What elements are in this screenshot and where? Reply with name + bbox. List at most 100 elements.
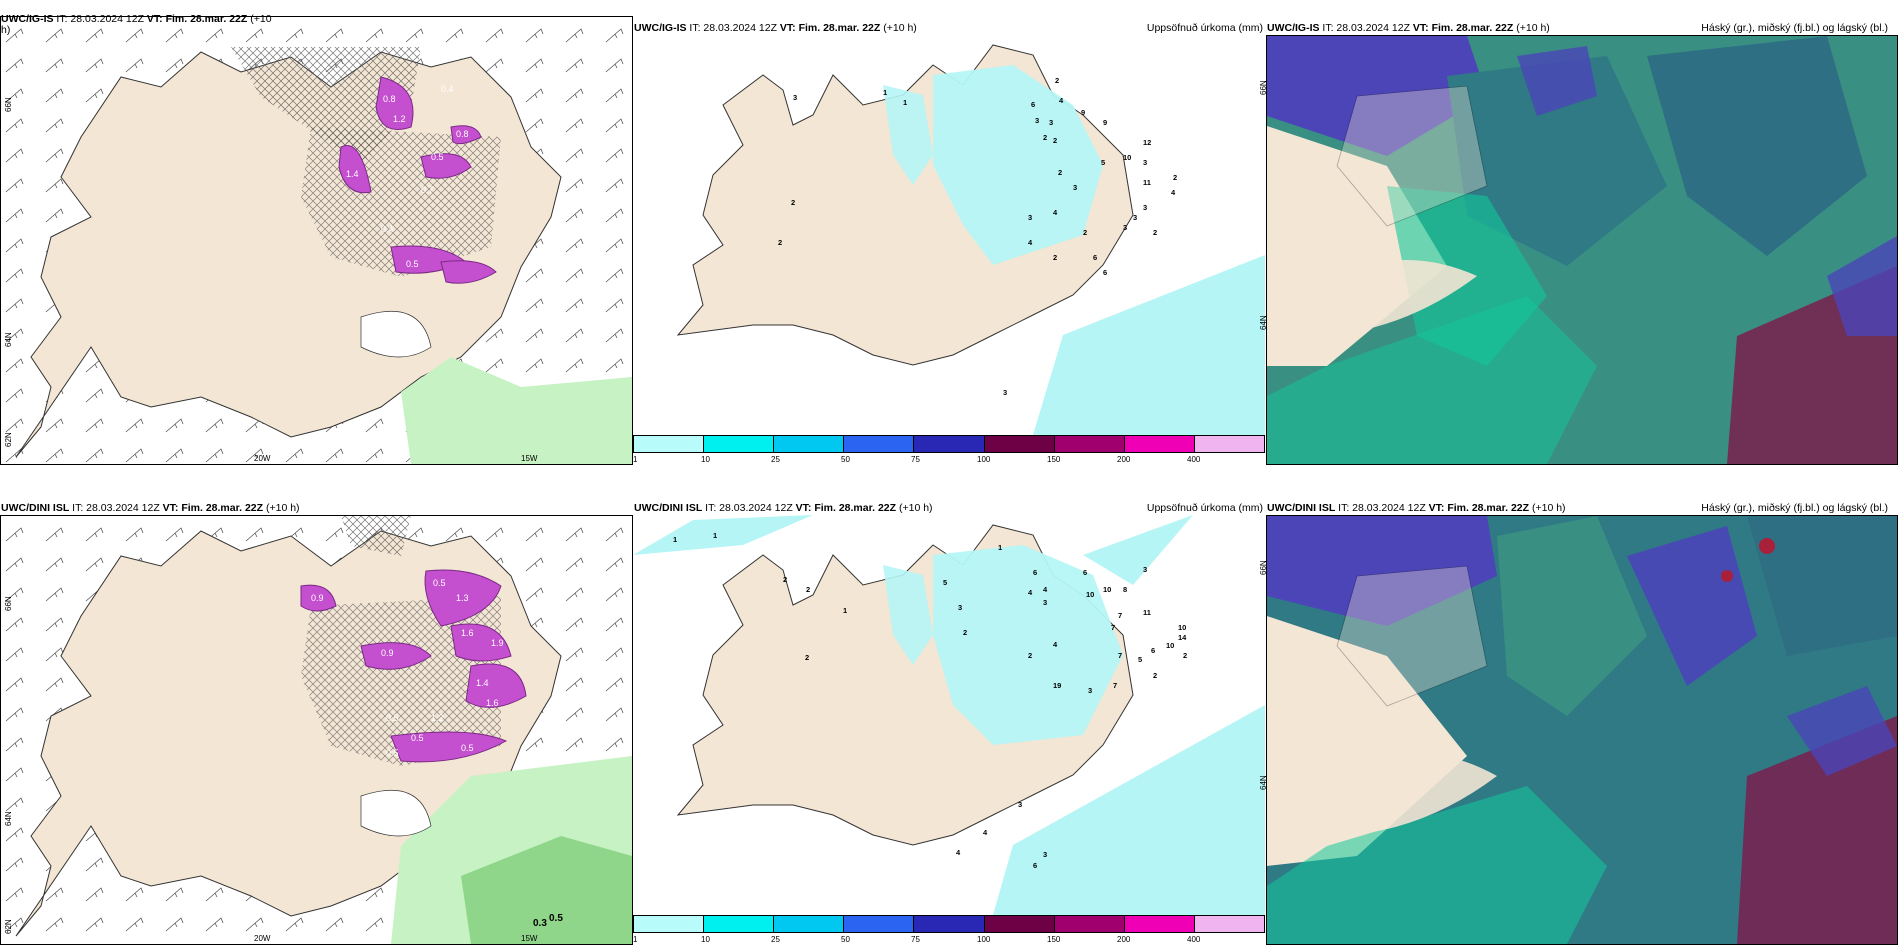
wind-map: 0.8 1.2 0.5 0.4 1.4 0.5 0.7 0.8 0.4 66N … bbox=[0, 16, 633, 465]
colorbar-swatch bbox=[1194, 436, 1264, 452]
purple-value: 0.8 bbox=[456, 129, 469, 139]
svg-text:1: 1 bbox=[903, 98, 907, 107]
lat-label: 66N bbox=[4, 596, 13, 611]
svg-text:0.5: 0.5 bbox=[433, 578, 446, 588]
svg-text:2: 2 bbox=[1083, 228, 1087, 237]
lon-label: 15W bbox=[521, 934, 538, 943]
svg-text:0.5: 0.5 bbox=[386, 713, 399, 723]
colorbar-label: 400 bbox=[1187, 455, 1201, 464]
panel-top-right: UWC/IG-IS IT: 28.03.2024 12Z VT: Fim. 28… bbox=[1266, 0, 1900, 470]
svg-text:3: 3 bbox=[1049, 118, 1053, 127]
precip-map-svg: 2 6 4 9 3 3 9 2 2 12 5 10 3 11 2 3 4 2 3… bbox=[676, 44, 1265, 435]
panel-header: UWC/DINI ISL IT: 28.03.2024 12Z VT: Fim.… bbox=[634, 502, 933, 514]
cloud-map-svg bbox=[1267, 516, 1897, 944]
colorbar-label: 100 bbox=[977, 935, 991, 944]
cloud-map bbox=[1266, 35, 1898, 465]
colorbar-swatch bbox=[1054, 916, 1125, 932]
svg-text:2: 2 bbox=[783, 575, 787, 584]
svg-text:10: 10 bbox=[1123, 153, 1131, 162]
colorbar-swatch bbox=[704, 436, 775, 452]
colorbar-swatch bbox=[634, 916, 705, 932]
svg-text:0.5: 0.5 bbox=[386, 748, 399, 758]
green-value: 0.3 bbox=[533, 918, 547, 929]
svg-text:1.3: 1.3 bbox=[456, 593, 469, 603]
colorbar-label: 10 bbox=[701, 455, 710, 464]
purple-value: 0.4 bbox=[381, 224, 394, 234]
svg-text:7: 7 bbox=[1118, 611, 1122, 620]
purple-values: 0.5 1.3 1.6 1.9 1.4 0.9 1.6 0.5 1.2 0.5 … bbox=[311, 578, 504, 758]
svg-text:2: 2 bbox=[791, 198, 795, 207]
colorbar-swatch bbox=[774, 436, 845, 452]
colorbar-label: 100 bbox=[977, 455, 991, 464]
precip-values: 1 1 2 2 1 6 6 10 10 8 3 4 4 5 3 11 7 7 1… bbox=[673, 531, 1187, 870]
purple-value: 0.5 bbox=[406, 259, 419, 269]
precip-map: 1 1 2 2 1 6 6 10 10 8 3 4 4 5 3 11 7 7 1… bbox=[633, 515, 1265, 915]
svg-text:4: 4 bbox=[1053, 640, 1058, 649]
colorbar-swatch bbox=[844, 436, 915, 452]
colorbar bbox=[633, 915, 1265, 933]
svg-text:8: 8 bbox=[1123, 585, 1127, 594]
colorbar-label: 200 bbox=[1117, 935, 1131, 944]
svg-text:6: 6 bbox=[1083, 568, 1087, 577]
svg-text:2: 2 bbox=[778, 238, 782, 247]
colorbar-swatch bbox=[704, 916, 775, 932]
colorbar-swatch bbox=[634, 436, 705, 452]
svg-text:1: 1 bbox=[713, 531, 717, 540]
svg-text:3: 3 bbox=[1143, 203, 1147, 212]
svg-text:3: 3 bbox=[1018, 800, 1022, 809]
svg-text:1.9: 1.9 bbox=[491, 638, 504, 648]
colorbar-label: 50 bbox=[841, 935, 850, 944]
svg-text:1.4: 1.4 bbox=[476, 678, 489, 688]
svg-text:4: 4 bbox=[1043, 585, 1048, 594]
panel-top-left: UWC/IG-IS IT: 28.03.2024 12Z VT: Fim. 28… bbox=[0, 0, 633, 470]
lon-label: 20W bbox=[254, 934, 271, 943]
svg-text:2: 2 bbox=[963, 628, 967, 637]
purple-value: 0.5 bbox=[431, 152, 444, 162]
svg-text:3: 3 bbox=[1043, 850, 1047, 859]
svg-text:6: 6 bbox=[1151, 646, 1155, 655]
svg-text:6: 6 bbox=[1103, 268, 1107, 277]
svg-text:4: 4 bbox=[1171, 188, 1176, 197]
colorbar-label: 1 bbox=[633, 935, 638, 944]
svg-text:2: 2 bbox=[1153, 671, 1157, 680]
purple-value: 1.2 bbox=[393, 114, 406, 124]
colorbar-label: 10 bbox=[701, 935, 710, 944]
svg-text:4: 4 bbox=[1028, 238, 1033, 247]
svg-text:2: 2 bbox=[1173, 173, 1177, 182]
svg-text:2: 2 bbox=[1058, 168, 1062, 177]
svg-text:1.6: 1.6 bbox=[486, 698, 499, 708]
svg-text:4: 4 bbox=[1059, 96, 1064, 105]
svg-text:3: 3 bbox=[1035, 116, 1039, 125]
panel-title: Háský (gr.), miðský (fj.bl.) og lágský (… bbox=[1701, 502, 1888, 514]
svg-text:14: 14 bbox=[1178, 633, 1187, 642]
colorbar-label: 150 bbox=[1047, 935, 1061, 944]
purple-value: 1.4 bbox=[346, 169, 359, 179]
lat-label: 66N bbox=[4, 97, 13, 112]
svg-text:2: 2 bbox=[1055, 76, 1059, 85]
precip-values: 2 6 4 9 3 3 9 2 2 12 5 10 3 11 2 3 4 2 3… bbox=[778, 76, 1177, 397]
colorbar-label: 25 bbox=[771, 935, 780, 944]
lat-label: 64N bbox=[4, 332, 13, 347]
svg-text:19: 19 bbox=[1053, 681, 1061, 690]
lat-label: 62N bbox=[4, 432, 13, 447]
svg-text:2: 2 bbox=[805, 653, 809, 662]
svg-text:6: 6 bbox=[1033, 861, 1037, 870]
svg-text:0.9: 0.9 bbox=[311, 593, 324, 603]
colorbar-label: 150 bbox=[1047, 455, 1061, 464]
svg-text:10: 10 bbox=[1166, 641, 1174, 650]
colorbar-swatch bbox=[1194, 916, 1264, 932]
svg-text:10: 10 bbox=[1086, 590, 1094, 599]
panel-title: Uppsöfnuð úrkoma (mm) bbox=[1146, 502, 1263, 514]
svg-text:6: 6 bbox=[1093, 253, 1097, 262]
wind-map-svg: 0.8 1.2 0.5 0.4 1.4 0.5 0.7 0.8 0.4 bbox=[1, 17, 632, 464]
svg-text:3: 3 bbox=[1143, 565, 1147, 574]
colorbar-swatch bbox=[1054, 436, 1125, 452]
panel-top-middle: UWC/IG-IS IT: 28.03.2024 12Z VT: Fim. 28… bbox=[633, 0, 1268, 470]
svg-text:2: 2 bbox=[806, 585, 810, 594]
svg-text:4: 4 bbox=[1028, 588, 1033, 597]
cloud-map-svg bbox=[1267, 36, 1897, 464]
colorbar-label: 400 bbox=[1187, 935, 1201, 944]
svg-text:3: 3 bbox=[793, 93, 797, 102]
svg-text:11: 11 bbox=[1143, 608, 1151, 617]
svg-text:3: 3 bbox=[1003, 388, 1007, 397]
